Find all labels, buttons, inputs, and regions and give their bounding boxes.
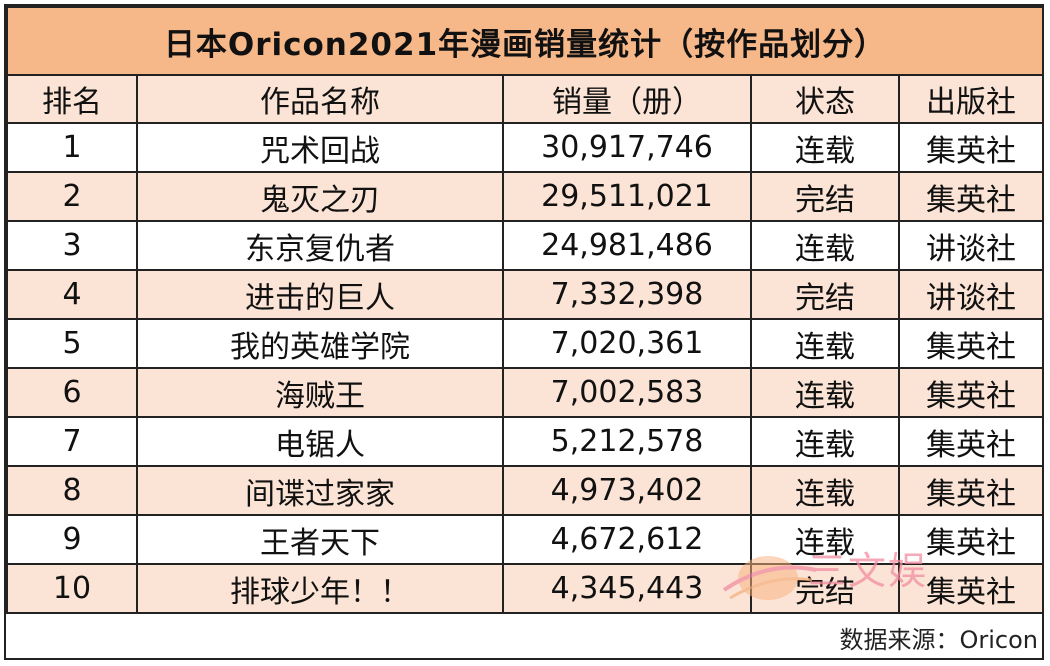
- rank-cell: 3: [6, 220, 138, 271]
- sales-cell: 7,020,361: [502, 318, 752, 369]
- table-row: 8 间谍过家家 4,973,402 连载 集英社: [6, 465, 1044, 516]
- title-cell: 电锯人: [136, 416, 504, 467]
- table-footer: 数据来源：Oricon: [6, 614, 1042, 658]
- status-cell: 连载: [750, 367, 900, 418]
- publisher-cell: 集英社: [898, 122, 1044, 173]
- column-header: 作品名称: [136, 74, 504, 124]
- rank-cell: 7: [6, 416, 138, 467]
- column-header: 出版社: [898, 74, 1044, 124]
- table-row: 2 鬼灭之刃 29,511,021 完结 集英社: [6, 171, 1044, 222]
- sales-cell: 7,002,583: [502, 367, 752, 418]
- title-cell: 咒术回战: [136, 122, 504, 173]
- table-title: 日本Oricon2021年漫画销量统计（按作品划分）: [6, 6, 1044, 76]
- column-header: 销量（册）: [502, 74, 752, 124]
- table-row: 5 我的英雄学院 7,020,361 连载 集英社: [6, 318, 1044, 369]
- title-cell: 间谍过家家: [136, 465, 504, 516]
- title-cell: 我的英雄学院: [136, 318, 504, 369]
- status-cell: 连载: [750, 416, 900, 467]
- rank-cell: 9: [6, 514, 138, 565]
- sales-cell: 4,345,443: [502, 563, 752, 614]
- rank-cell: 1: [6, 122, 138, 173]
- rank-cell: 2: [6, 171, 138, 222]
- status-cell: 连载: [750, 465, 900, 516]
- title-cell: 海贼王: [136, 367, 504, 418]
- table-row: 6 海贼王 7,002,583 连载 集英社: [6, 367, 1044, 418]
- status-cell: 连载: [750, 318, 900, 369]
- column-header: 状态: [750, 74, 900, 124]
- table-row: 10 排球少年！！ 4,345,443 完结 集英社: [6, 563, 1044, 614]
- column-header: 排名: [6, 74, 138, 124]
- title-cell: 排球少年！！: [136, 563, 504, 614]
- publisher-cell: 讲谈社: [898, 269, 1044, 320]
- publisher-cell: 集英社: [898, 514, 1044, 565]
- title-cell: 东京复仇者: [136, 220, 504, 271]
- publisher-cell: 讲谈社: [898, 220, 1044, 271]
- status-cell: 连载: [750, 122, 900, 173]
- rank-cell: 4: [6, 269, 138, 320]
- publisher-cell: 集英社: [898, 416, 1044, 467]
- data-source: 数据来源：Oricon: [839, 626, 1038, 654]
- header-row: 排名 作品名称 销量（册） 状态 出版社: [6, 74, 1044, 124]
- publisher-cell: 集英社: [898, 465, 1044, 516]
- status-cell: 完结: [750, 563, 900, 614]
- sales-table-container: 日本Oricon2021年漫画销量统计（按作品划分） 排名 作品名称 销量（册）…: [4, 4, 1044, 660]
- title-cell: 王者天下: [136, 514, 504, 565]
- sales-cell: 24,981,486: [502, 220, 752, 271]
- sales-cell: 4,973,402: [502, 465, 752, 516]
- sales-cell: 29,511,021: [502, 171, 752, 222]
- publisher-cell: 集英社: [898, 367, 1044, 418]
- status-cell: 连载: [750, 220, 900, 271]
- status-cell: 连载: [750, 514, 900, 565]
- table-row: 7 电锯人 5,212,578 连载 集英社: [6, 416, 1044, 467]
- publisher-cell: 集英社: [898, 563, 1044, 614]
- rank-cell: 6: [6, 367, 138, 418]
- table-row: 1 咒术回战 30,917,746 连载 集英社: [6, 122, 1044, 173]
- sales-cell: 5,212,578: [502, 416, 752, 467]
- rank-cell: 10: [6, 563, 138, 614]
- sales-cell: 4,672,612: [502, 514, 752, 565]
- sales-cell: 7,332,398: [502, 269, 752, 320]
- sales-table: 日本Oricon2021年漫画销量统计（按作品划分） 排名 作品名称 销量（册）…: [6, 6, 1044, 614]
- table-row: 3 东京复仇者 24,981,486 连载 讲谈社: [6, 220, 1044, 271]
- title-cell: 鬼灭之刃: [136, 171, 504, 222]
- title-cell: 进击的巨人: [136, 269, 504, 320]
- sales-cell: 30,917,746: [502, 122, 752, 173]
- rank-cell: 5: [6, 318, 138, 369]
- table-row: 9 王者天下 4,672,612 连载 集英社: [6, 514, 1044, 565]
- table-row: 4 进击的巨人 7,332,398 完结 讲谈社: [6, 269, 1044, 320]
- title-row: 日本Oricon2021年漫画销量统计（按作品划分）: [6, 6, 1044, 76]
- status-cell: 完结: [750, 269, 900, 320]
- publisher-cell: 集英社: [898, 318, 1044, 369]
- status-cell: 完结: [750, 171, 900, 222]
- publisher-cell: 集英社: [898, 171, 1044, 222]
- rank-cell: 8: [6, 465, 138, 516]
